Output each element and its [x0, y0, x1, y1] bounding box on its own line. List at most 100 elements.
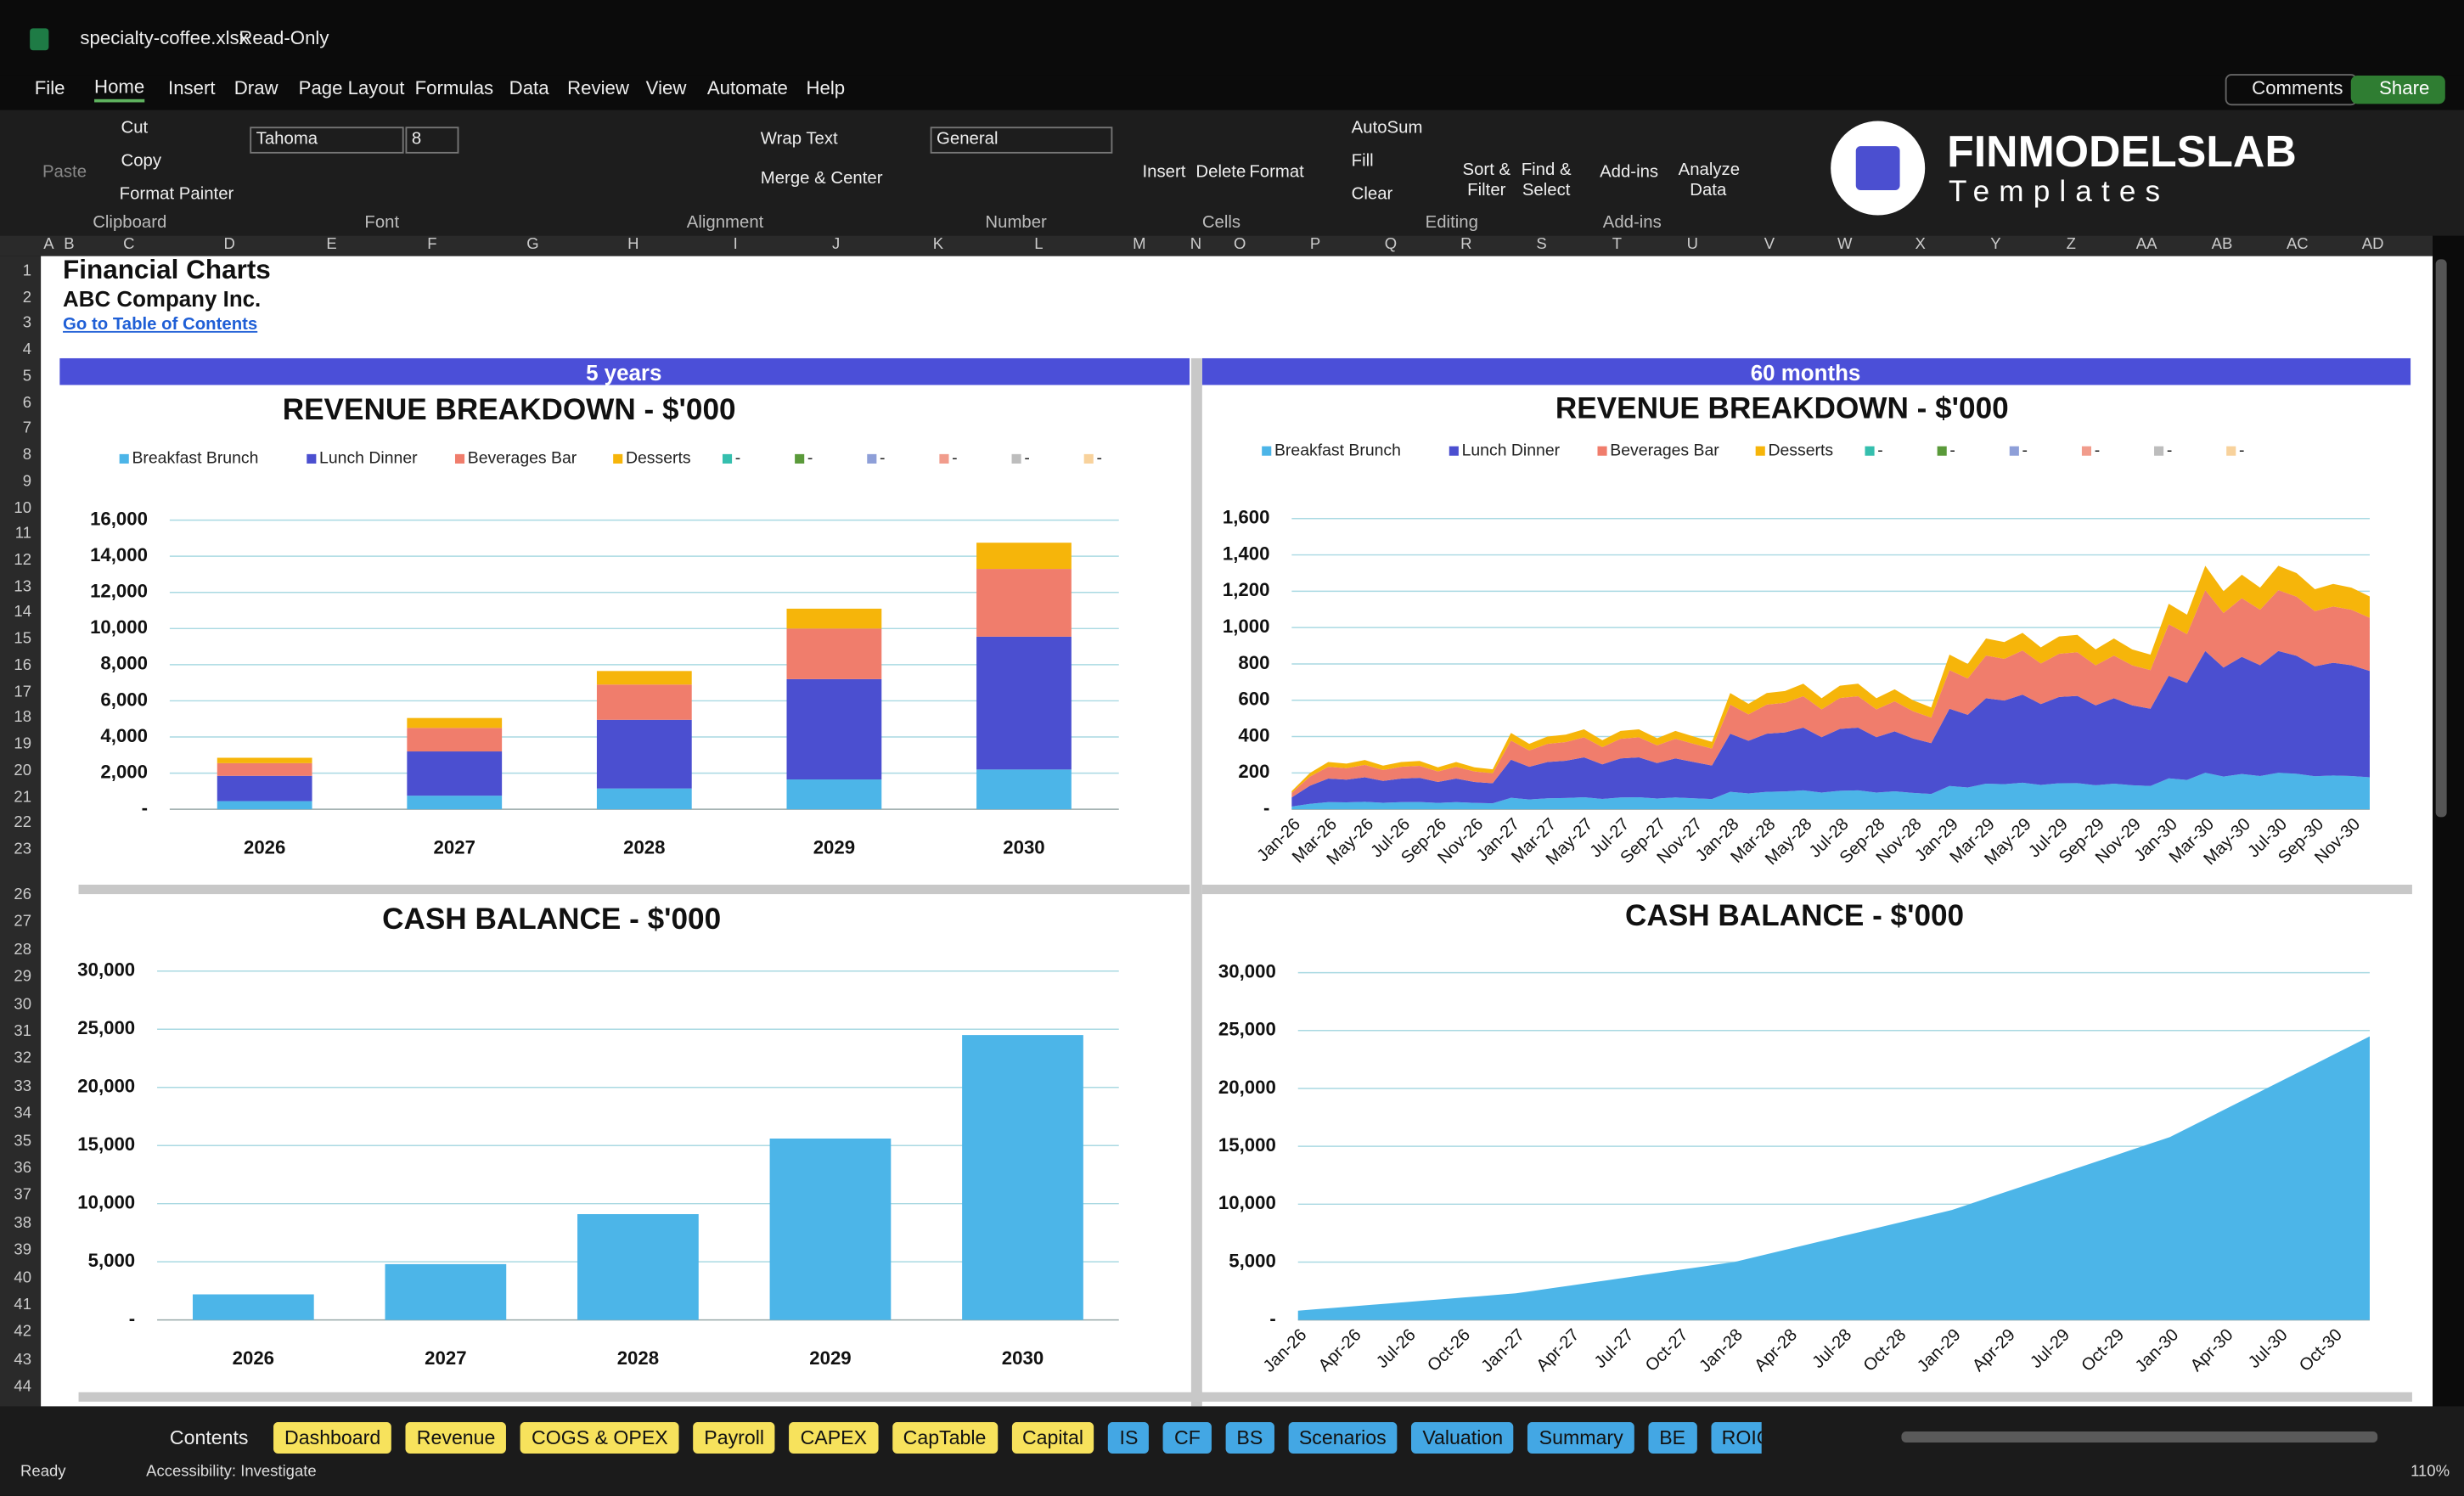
menu-tab[interactable]: Review [567, 76, 629, 99]
column-header[interactable]: P [1309, 236, 1321, 254]
menu-tab[interactable]: Page Layout [298, 76, 405, 99]
row-header[interactable]: 35 [14, 1133, 32, 1150]
column-header[interactable]: B [64, 236, 75, 254]
menu-tab[interactable]: Home [94, 76, 145, 103]
column-header[interactable]: E [326, 236, 337, 254]
row-header[interactable]: 29 [14, 968, 32, 987]
ribbon-label[interactable]: Analyze Data [1678, 160, 1741, 200]
comments-button[interactable]: Comments [2225, 74, 2358, 105]
row-header[interactable]: 18 [14, 709, 32, 728]
ribbon-label[interactable]: Format Painter [119, 184, 234, 205]
ribbon-label[interactable]: Tahoma [250, 127, 404, 154]
sheet-tab[interactable]: IS [1108, 1421, 1150, 1454]
status-zoom[interactable]: 110% [2411, 1463, 2450, 1481]
row-header[interactable]: 17 [14, 683, 32, 701]
row-header[interactable]: 5 [22, 368, 32, 385]
row-header[interactable]: 30 [14, 996, 32, 1014]
row-header[interactable]: 1 [22, 262, 32, 280]
menu-tab[interactable]: File [34, 76, 65, 99]
sheet-tab[interactable]: BS [1225, 1421, 1274, 1454]
column-header[interactable]: S [1536, 236, 1547, 254]
status-accessibility[interactable]: Accessibility: Investigate [146, 1463, 317, 1481]
column-header[interactable]: C [123, 236, 135, 254]
sheet-tab[interactable]: Summary [1527, 1421, 1634, 1454]
h-scrollbar[interactable] [1901, 1431, 2378, 1443]
column-header[interactable]: AD [2361, 236, 2384, 254]
row-header[interactable]: 2 [22, 289, 32, 307]
column-header[interactable]: T [1612, 236, 1623, 254]
row-header[interactable]: 3 [22, 315, 32, 333]
ribbon-label[interactable]: Clear [1351, 184, 1393, 205]
row-header[interactable]: 32 [14, 1050, 32, 1068]
ribbon-label[interactable]: Paste [42, 162, 87, 183]
ribbon-label[interactable]: Find & Select [1521, 160, 1572, 200]
sheet-tab[interactable]: Contents [169, 1426, 249, 1449]
column-header[interactable]: L [1034, 236, 1044, 254]
column-header[interactable]: X [1915, 236, 1926, 254]
sheet-tab[interactable]: CF [1163, 1421, 1212, 1454]
column-header[interactable]: J [831, 236, 841, 254]
menu-tab[interactable]: Data [509, 76, 549, 99]
column-header[interactable]: AA [2135, 236, 2157, 254]
column-header[interactable]: AB [2211, 236, 2233, 254]
ribbon-label[interactable]: Insert [1142, 162, 1186, 183]
row-header[interactable]: 11 [14, 526, 32, 543]
row-header[interactable]: 19 [14, 735, 32, 754]
scrollbar-thumb[interactable] [2435, 259, 2447, 818]
row-header[interactable]: 14 [14, 605, 32, 622]
ribbon-label[interactable]: General [930, 127, 1113, 154]
row-header[interactable]: 41 [14, 1296, 32, 1314]
column-header[interactable]: W [1837, 236, 1853, 254]
column-header[interactable]: G [526, 236, 539, 254]
row-header[interactable]: 37 [14, 1187, 32, 1205]
row-header[interactable]: 34 [14, 1105, 32, 1123]
row-header[interactable]: 42 [14, 1324, 32, 1341]
column-header[interactable]: H [627, 236, 639, 254]
ribbon-label[interactable]: Add-ins [1600, 162, 1659, 183]
column-header[interactable]: Z [2066, 236, 2076, 254]
column-header[interactable]: F [427, 236, 437, 254]
row-header[interactable]: 21 [14, 788, 32, 807]
row-header[interactable]: 8 [22, 447, 32, 464]
row-header[interactable]: 28 [14, 941, 32, 959]
row-header[interactable]: 12 [14, 552, 32, 570]
column-header[interactable]: N [1190, 236, 1202, 254]
sheet-tab[interactable]: Capital [1010, 1421, 1094, 1454]
sheet-tab[interactable]: Revenue [405, 1421, 507, 1454]
row-header[interactable]: 22 [14, 814, 32, 833]
sheet-tab[interactable]: CAPEX [789, 1421, 879, 1454]
ribbon-label[interactable]: Merge & Center [760, 169, 883, 188]
ribbon-label[interactable]: 8 [405, 127, 459, 154]
column-header[interactable]: M [1133, 236, 1146, 254]
sheet-tab[interactable]: Dashboard [273, 1421, 392, 1454]
sheet-tab[interactable]: COGS & OPEX [520, 1421, 679, 1454]
row-header[interactable]: 23 [14, 841, 32, 859]
row-header[interactable]: 20 [14, 762, 32, 780]
ribbon-label[interactable]: Delete [1195, 162, 1246, 183]
column-header[interactable]: A [43, 236, 54, 254]
menu-tab[interactable]: Help [806, 76, 846, 99]
sheet-tab[interactable]: ROIC [1710, 1421, 1762, 1454]
column-header[interactable]: U [1686, 236, 1698, 254]
menu-tab[interactable]: View [645, 76, 687, 99]
row-header[interactable]: 4 [22, 341, 32, 359]
column-header[interactable]: Q [1384, 236, 1398, 254]
toc-link[interactable]: Go to Table of Contents [63, 315, 258, 335]
row-header[interactable]: 9 [22, 473, 32, 491]
row-header[interactable]: 16 [14, 656, 32, 675]
column-header[interactable]: K [932, 236, 944, 254]
ribbon-label[interactable]: Copy [121, 151, 162, 172]
row-header[interactable]: 38 [14, 1214, 32, 1233]
sheet-tab[interactable]: Scenarios [1287, 1421, 1398, 1454]
row-header[interactable]: 44 [14, 1378, 32, 1397]
ribbon-label[interactable]: Cut [121, 119, 149, 138]
sheet-tab[interactable]: CapTable [892, 1421, 998, 1454]
sheet-tab[interactable]: Valuation [1411, 1421, 1515, 1454]
ribbon-label[interactable]: AutoSum [1351, 119, 1423, 138]
sheet-tab[interactable]: BE [1648, 1421, 1697, 1454]
sheet-tab[interactable]: Payroll [693, 1421, 775, 1454]
row-header[interactable]: 31 [14, 1023, 32, 1041]
column-header[interactable]: D [223, 236, 235, 254]
share-button[interactable]: Share [2350, 76, 2445, 104]
ribbon-label[interactable]: Fill [1351, 151, 1374, 172]
